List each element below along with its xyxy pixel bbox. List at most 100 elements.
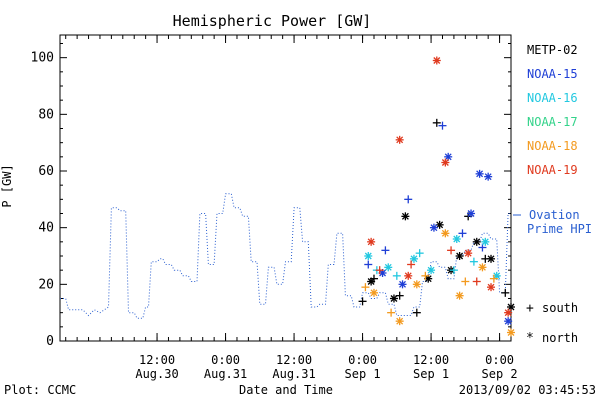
metp-02-south-point (358, 297, 367, 306)
legend-entry: NOAA-19 (527, 163, 578, 177)
star-d2 (464, 249, 472, 257)
ovation-prime-hpi-line (60, 193, 511, 319)
noaa-18-south-point (387, 308, 396, 317)
noaa-18-north-point (455, 291, 464, 300)
south-marker-label: south (542, 301, 578, 315)
noaa-19-south-point (447, 246, 456, 255)
star-d2 (430, 224, 438, 232)
noaa-15-north-point (475, 169, 484, 178)
star-d2 (433, 57, 441, 64)
star-d2 (493, 272, 501, 280)
north-marker-symbol: * (526, 331, 534, 346)
noaa-18-south-point (361, 283, 370, 292)
noaa-16-north-point (452, 235, 461, 243)
x-tick-label-time: 0:00 (485, 353, 514, 367)
metp-02-north-point (435, 220, 444, 229)
footer-right-timestamp: 2013/09/02 03:45:53 (459, 383, 596, 397)
x-tick-label-date: Aug.30 (135, 367, 178, 381)
noaa-18-south-point (461, 277, 470, 286)
noaa-16-north-point (427, 266, 436, 275)
noaa-19-north-point (432, 56, 441, 65)
metp-02-south-point (432, 118, 441, 127)
star-d2 (384, 263, 392, 271)
star-d2 (441, 159, 449, 166)
legend: METP-02 NOAA-15 NOAA-16 NOAA-17 NOAA-18 NOAA-… (513, 43, 592, 236)
x-tick-label-time: 0:00 (348, 353, 377, 367)
star-d2 (467, 210, 475, 217)
satellite-points-layer (358, 56, 515, 337)
x-tick-label-time: 12:00 (413, 353, 449, 367)
metp-02-north-point (367, 277, 376, 286)
south-marker-symbol: + (526, 301, 534, 316)
noaa-18-south-point (489, 274, 498, 283)
legend-entry: NOAA-17 (527, 115, 578, 129)
noaa-16-north-point (384, 263, 393, 272)
x-axis: 12:00Aug.300:00Aug.3112:00Aug.310:00Sep … (65, 35, 518, 381)
star-d2 (444, 153, 452, 161)
noaa-18-north-point (369, 288, 378, 297)
noaa-19-south-point (375, 266, 384, 275)
star-d2 (399, 280, 406, 288)
noaa-15-south-point (438, 121, 447, 130)
star-d2 (410, 255, 418, 263)
legend-entry: METP-02 (527, 43, 578, 57)
star-d2 (370, 289, 378, 297)
star-d2 (364, 252, 372, 260)
star-d2 (484, 173, 492, 181)
metp-02-north-point (487, 254, 496, 263)
y-tick-label: 80 (38, 107, 54, 122)
y-tick-label: 20 (38, 277, 54, 292)
star-d2 (481, 238, 489, 246)
star-d2 (401, 212, 409, 220)
y-axis: 0 20 40 60 80 100 (31, 43, 511, 349)
noaa-18-north-point (478, 263, 487, 272)
chart-title: Hemispheric Power [GW] (173, 12, 372, 30)
noaa-19-north-point (395, 135, 404, 144)
x-axis-label: Date and Time (239, 383, 333, 397)
star-d2 (396, 317, 404, 325)
metp-02-north-point (401, 212, 410, 221)
noaa-19-south-point (407, 260, 416, 269)
star-d2 (367, 238, 375, 246)
star-d2 (396, 136, 404, 144)
metp-02-south-point (501, 288, 510, 297)
noaa-16-north-point (409, 254, 418, 263)
noaa-19-north-point (441, 158, 450, 167)
noaa-15-north-point (484, 172, 493, 181)
plot-frame (59, 34, 512, 342)
star-d2 (427, 266, 435, 274)
ovation-legend-label: Ovation (529, 208, 580, 222)
noaa-16-north-point (481, 237, 490, 246)
y-tick-label: 100 (31, 51, 54, 66)
x-tick-label-date: Aug.31 (204, 367, 247, 381)
noaa-15-south-point (404, 195, 413, 204)
star-d2 (487, 283, 495, 291)
noaa-19-north-point (464, 249, 473, 258)
noaa-16-south-point (449, 266, 458, 275)
x-tick-label-date: Aug.31 (272, 367, 315, 381)
noaa-19-north-point (404, 271, 413, 280)
north-marker-label: north (542, 331, 578, 345)
star-d2 (456, 252, 464, 260)
y-tick-label: 60 (38, 164, 54, 179)
noaa-15-north-point (429, 223, 438, 232)
star-d2 (367, 278, 375, 285)
star-d2 (473, 238, 481, 246)
star-d2 (504, 317, 512, 325)
noaa-16-south-point (415, 249, 424, 258)
metp-02-north-point (455, 252, 464, 260)
metp-02-north-point (389, 294, 398, 303)
noaa-16-south-point (469, 257, 478, 266)
star-d2 (476, 170, 484, 178)
noaa-19-north-point (367, 237, 376, 246)
star-d2 (413, 280, 421, 288)
noaa-15-south-point (458, 229, 467, 238)
star-d2 (441, 229, 449, 237)
noaa-19-north-point (504, 308, 513, 317)
x-tick-label-time: 12:00 (276, 353, 312, 367)
legend-entry: NOAA-18 (527, 139, 578, 153)
metp-02-south-point (412, 308, 421, 317)
legend-entry: NOAA-15 (527, 67, 578, 81)
noaa-19-north-point (487, 283, 496, 292)
noaa-18-north-point (395, 317, 404, 326)
